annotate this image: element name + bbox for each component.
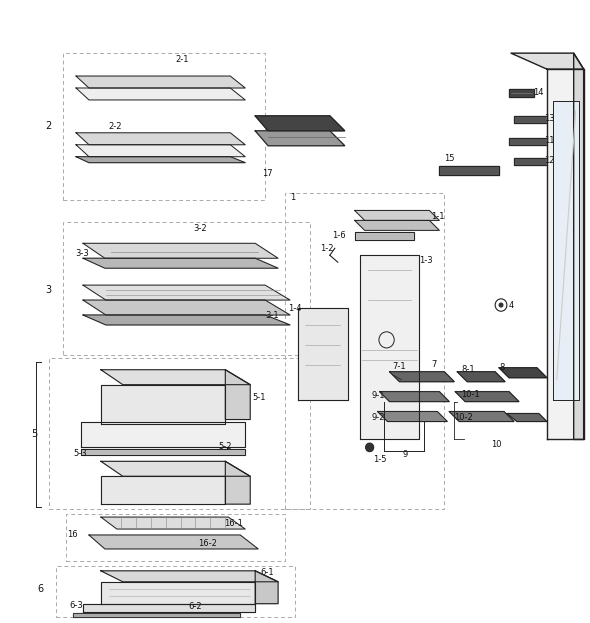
Text: 1-5: 1-5	[373, 455, 386, 464]
Text: 5-3: 5-3	[73, 449, 87, 458]
Polygon shape	[76, 76, 245, 88]
Text: 1-4: 1-4	[288, 303, 301, 313]
Text: 15: 15	[444, 154, 455, 163]
Polygon shape	[507, 414, 547, 422]
Bar	[56, 566, 295, 617]
Polygon shape	[509, 138, 547, 145]
Polygon shape	[101, 582, 255, 604]
Polygon shape	[83, 604, 255, 612]
Text: 16-2: 16-2	[198, 540, 217, 548]
Text: 3: 3	[45, 285, 51, 295]
Bar	[285, 193, 444, 509]
Bar	[66, 514, 285, 561]
Polygon shape	[514, 158, 547, 164]
Polygon shape	[449, 412, 514, 422]
Polygon shape	[298, 308, 348, 399]
Text: 10: 10	[491, 440, 502, 449]
Polygon shape	[355, 232, 414, 240]
Bar	[63, 222, 310, 355]
Text: 14: 14	[533, 88, 543, 97]
Polygon shape	[83, 300, 290, 315]
Text: 4: 4	[509, 300, 514, 310]
Text: 13: 13	[544, 115, 555, 123]
Polygon shape	[83, 244, 278, 259]
Text: 6: 6	[37, 584, 43, 594]
Text: 8-1: 8-1	[461, 365, 475, 374]
Polygon shape	[499, 368, 547, 378]
Text: 6-2: 6-2	[188, 602, 202, 611]
Circle shape	[366, 443, 373, 452]
Polygon shape	[81, 422, 245, 447]
Text: 7-1: 7-1	[392, 362, 406, 371]
Polygon shape	[76, 145, 245, 157]
Polygon shape	[225, 461, 250, 504]
Polygon shape	[73, 612, 240, 617]
Polygon shape	[89, 535, 258, 549]
Text: 9: 9	[402, 450, 408, 459]
Text: 1-2: 1-2	[320, 244, 333, 253]
Text: 1-3: 1-3	[419, 255, 433, 265]
Polygon shape	[101, 517, 245, 529]
Text: 5-1: 5-1	[252, 393, 266, 402]
Polygon shape	[553, 101, 579, 399]
Polygon shape	[440, 166, 499, 174]
Text: 8: 8	[499, 363, 504, 373]
Text: 6-1: 6-1	[260, 568, 274, 578]
Polygon shape	[101, 476, 225, 504]
Text: 5-2: 5-2	[218, 442, 232, 451]
Polygon shape	[511, 53, 584, 69]
Polygon shape	[255, 116, 345, 131]
Polygon shape	[101, 369, 250, 384]
Polygon shape	[389, 372, 454, 382]
Polygon shape	[573, 53, 584, 439]
Polygon shape	[355, 221, 440, 231]
Polygon shape	[457, 372, 505, 382]
Text: 16: 16	[67, 531, 78, 540]
Polygon shape	[379, 392, 449, 402]
Text: 2: 2	[45, 121, 51, 131]
Text: 11: 11	[544, 136, 555, 145]
Text: 10-1: 10-1	[461, 390, 480, 399]
Polygon shape	[360, 255, 419, 439]
Polygon shape	[83, 285, 290, 300]
Text: 2-1: 2-1	[176, 55, 189, 64]
Text: 6-3: 6-3	[69, 601, 83, 610]
Text: 2-2: 2-2	[109, 122, 122, 131]
Polygon shape	[83, 315, 290, 325]
Polygon shape	[455, 392, 519, 402]
Polygon shape	[514, 116, 547, 123]
Polygon shape	[378, 412, 447, 422]
Text: 3-3: 3-3	[75, 249, 88, 258]
Polygon shape	[101, 571, 278, 582]
Text: 9-1: 9-1	[372, 391, 385, 400]
Polygon shape	[76, 157, 245, 163]
Text: 7: 7	[431, 360, 437, 369]
Polygon shape	[83, 259, 278, 268]
Polygon shape	[225, 369, 250, 419]
Polygon shape	[355, 211, 440, 221]
Text: 12: 12	[544, 156, 555, 165]
Polygon shape	[101, 461, 250, 476]
Polygon shape	[76, 88, 245, 100]
Text: 5: 5	[31, 429, 38, 439]
Bar	[49, 358, 310, 509]
Text: 17: 17	[262, 169, 273, 178]
Text: 1: 1	[290, 193, 295, 202]
Polygon shape	[101, 384, 225, 424]
Text: 1-6: 1-6	[332, 231, 346, 240]
Text: 10-2: 10-2	[454, 413, 473, 422]
Text: 1-1: 1-1	[431, 212, 445, 221]
Polygon shape	[255, 131, 345, 146]
Polygon shape	[76, 133, 245, 145]
Polygon shape	[255, 571, 278, 604]
Text: 3-1: 3-1	[265, 312, 278, 320]
Circle shape	[499, 303, 503, 307]
Polygon shape	[547, 69, 584, 439]
Text: 9-2: 9-2	[372, 413, 385, 422]
Polygon shape	[509, 89, 534, 97]
Text: 16-1: 16-1	[224, 518, 243, 528]
Polygon shape	[81, 449, 245, 455]
Text: 3-2: 3-2	[194, 224, 207, 233]
Bar	[63, 53, 265, 201]
